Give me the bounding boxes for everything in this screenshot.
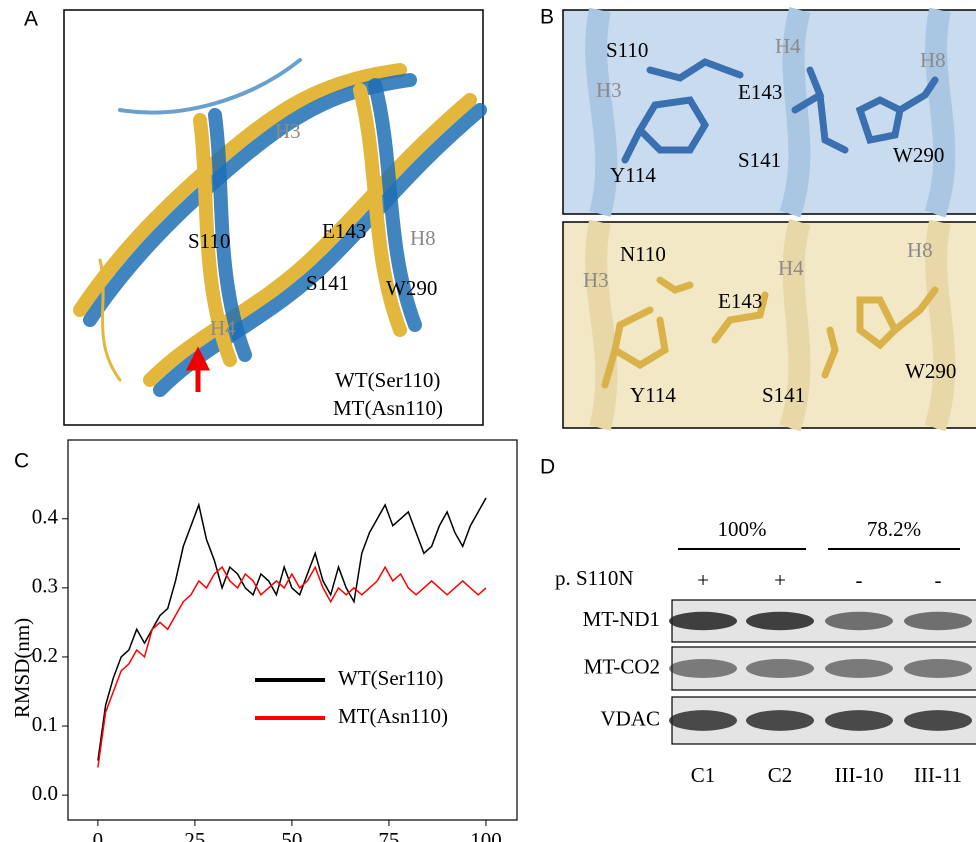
series-line bbox=[97, 497, 487, 761]
panel-label: C bbox=[14, 450, 29, 473]
residue-label: Y114 bbox=[630, 383, 676, 407]
residue-label: S141 bbox=[306, 271, 349, 295]
panel-label: B bbox=[540, 6, 554, 29]
helix-label: H3 bbox=[596, 78, 622, 102]
x-tick-label: 50 bbox=[281, 828, 302, 842]
residue-label: S110 bbox=[606, 38, 648, 62]
residue-label: E143 bbox=[322, 219, 366, 243]
lane-label: III-10 bbox=[835, 763, 884, 787]
genotype-value: - bbox=[935, 568, 942, 592]
panel-b-wt-frame bbox=[562, 9, 976, 215]
helix-label: H8 bbox=[907, 238, 933, 262]
residue-sticks bbox=[621, 58, 939, 164]
y-tick-label: 0.0 bbox=[32, 781, 58, 805]
row-label: VDAC bbox=[600, 706, 660, 730]
y-axis-label: RMSD(nm) bbox=[10, 618, 34, 718]
protein-ribbons bbox=[73, 58, 487, 397]
x-tick-label: 75 bbox=[378, 828, 399, 842]
rmsd-chart: 0.0 0.1 0.2 0.3 0.4 0 25 50 75 100 WT(Ser110) MT(As… bbox=[32, 439, 518, 842]
helix-label: H4 bbox=[210, 316, 236, 340]
band bbox=[825, 659, 893, 678]
panel-label: A bbox=[24, 8, 38, 31]
residue-label: S141 bbox=[738, 148, 781, 172]
arrow bbox=[185, 346, 211, 392]
legend-label: MT(Asn110) bbox=[333, 396, 443, 420]
x-tick-label: 0 bbox=[93, 828, 104, 842]
residue-label: S141 bbox=[762, 383, 805, 407]
band bbox=[669, 611, 737, 631]
row-label: MT-ND1 bbox=[583, 607, 660, 631]
genotype-label: p. S110N bbox=[555, 566, 634, 590]
helix-label: H8 bbox=[920, 48, 946, 72]
row-label: MT-CO2 bbox=[584, 654, 660, 678]
y-tick-label: 0.3 bbox=[32, 574, 58, 598]
residue-label: N110 bbox=[620, 242, 666, 266]
group-label: 78.2% bbox=[867, 517, 921, 541]
residue-label: W290 bbox=[893, 143, 944, 167]
band bbox=[669, 710, 737, 731]
band bbox=[746, 659, 814, 678]
helix-label: H4 bbox=[778, 256, 804, 280]
band bbox=[746, 611, 814, 631]
residue-sticks bbox=[601, 276, 939, 389]
panel-label: D bbox=[540, 456, 555, 479]
residue-label: Y114 bbox=[610, 163, 656, 187]
legend-label: WT(Ser110) bbox=[335, 368, 440, 392]
helix-label: H8 bbox=[410, 226, 436, 250]
band bbox=[904, 611, 972, 631]
helix-label: H4 bbox=[775, 34, 801, 58]
residue-label: E143 bbox=[738, 80, 782, 104]
band bbox=[746, 710, 814, 731]
residue-label: E143 bbox=[718, 289, 762, 313]
legend-label: MT(Asn110) bbox=[338, 704, 448, 728]
x-tick-label: 25 bbox=[184, 828, 205, 842]
x-tick-label: 100 bbox=[470, 828, 502, 842]
western-blot: 100% 78.2% p. S110N + + - - MT-ND1 MT-CO2 VDAC C1 C… bbox=[555, 517, 976, 787]
y-tick-label: 0.2 bbox=[32, 643, 58, 667]
series-line bbox=[97, 565, 487, 768]
residue-label: W290 bbox=[905, 359, 956, 383]
group-label: 100% bbox=[718, 517, 767, 541]
band bbox=[825, 710, 893, 731]
band bbox=[669, 659, 737, 678]
helix-label: H3 bbox=[583, 268, 609, 292]
lane-label: III-11 bbox=[914, 763, 962, 787]
plot-frame bbox=[67, 439, 518, 821]
residue-label: W290 bbox=[386, 276, 437, 300]
helix-label: H3 bbox=[275, 119, 301, 143]
band bbox=[904, 710, 972, 731]
genotype-value: + bbox=[774, 568, 786, 592]
genotype-value: - bbox=[856, 568, 863, 592]
lane-label: C1 bbox=[691, 763, 716, 787]
band bbox=[904, 659, 972, 678]
genotype-value: + bbox=[697, 568, 709, 592]
lane-label: C2 bbox=[768, 763, 793, 787]
panel-b-mt-frame bbox=[562, 221, 976, 429]
panel-a-frame bbox=[63, 9, 484, 426]
residue-label: S110 bbox=[188, 229, 230, 253]
band bbox=[825, 611, 893, 631]
y-tick-label: 0.1 bbox=[32, 712, 58, 736]
y-tick-label: 0.4 bbox=[32, 505, 59, 529]
legend-label: WT(Ser110) bbox=[338, 666, 443, 690]
helix-backdrop bbox=[585, 218, 956, 432]
